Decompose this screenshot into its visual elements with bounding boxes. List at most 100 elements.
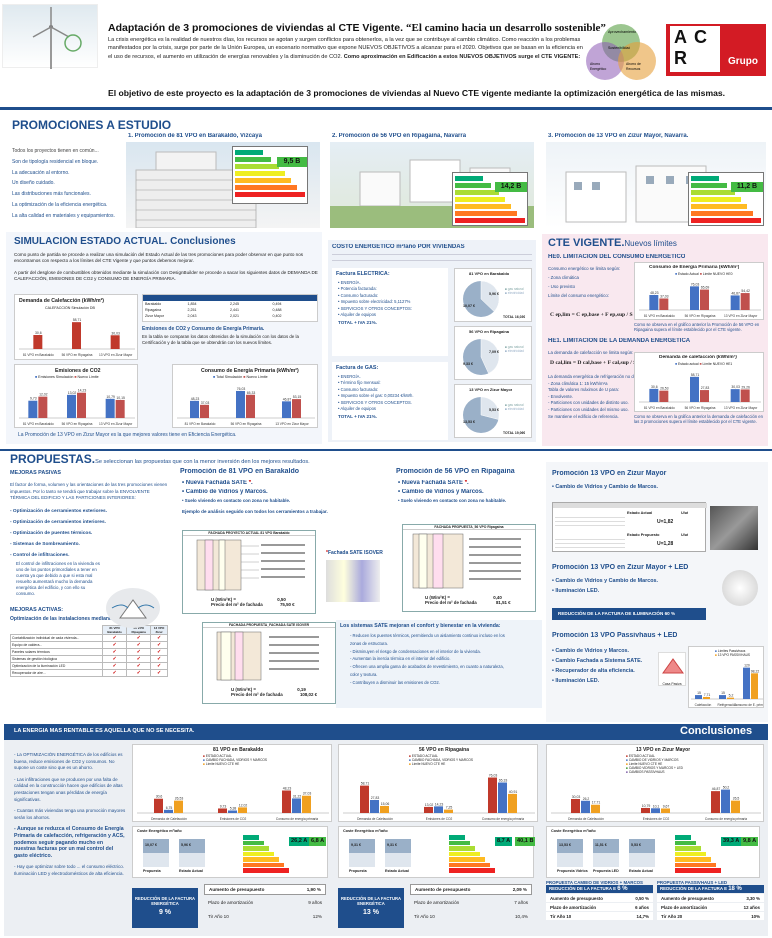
tick-label: Refrigeración xyxy=(718,703,737,707)
tick-label: 81 VPO en Barakaldo xyxy=(23,353,54,357)
infiltration-diagram xyxy=(106,588,160,628)
zizur1-title: Promoción 13 VPO en Zizur Mayor xyxy=(552,470,667,477)
cost-pie-card: 13 VPO en Zizur Mayor 5,53 € 13,53 € ■ gas … xyxy=(454,384,532,438)
chart-bar xyxy=(700,289,709,310)
window-image xyxy=(710,506,758,550)
data-label: 26,5 xyxy=(733,797,740,801)
list-item: • SERVICIOS Y OTROS CONCEPTOS: xyxy=(338,305,412,311)
summary-cell: Plazo de amortización xyxy=(661,904,708,910)
summary-box: REDUCCIÓN DE LA FACTURA ENERGÉTICA 9 % Aum… xyxy=(132,880,328,934)
data-label: 58,71 xyxy=(73,318,82,322)
pie-total: TOTAL 16,03€ xyxy=(503,315,526,319)
proposal-item: • Nueva Fachada SATE *. xyxy=(182,480,253,486)
chart-bar xyxy=(33,335,43,349)
chart-bar xyxy=(727,697,734,699)
chart-bar xyxy=(434,806,443,813)
logo-group: Grupo xyxy=(728,56,758,67)
venn-label: Aprovechamiento xyxy=(608,30,636,34)
check-icon: ✓ xyxy=(150,633,168,642)
chart-bar xyxy=(743,667,750,699)
data-label: 26,53 xyxy=(660,387,669,391)
chart-bar xyxy=(721,789,730,813)
cost-value: 9,31 € xyxy=(351,843,361,847)
table-cell: 2,251 xyxy=(187,308,197,312)
data-label: 15 xyxy=(697,691,701,695)
cost-value: 11,51 € xyxy=(595,843,607,847)
reduction-row: REDUCCIÓN DE LA FACTURA E 6 % xyxy=(546,885,653,893)
cost-label: Estado Actual xyxy=(179,869,203,873)
chart-bar xyxy=(282,790,291,813)
list-item: - Optimización de cerramientos exteriore… xyxy=(10,508,108,514)
data-label: 30,6 xyxy=(651,385,658,389)
summary-cell: 7 años xyxy=(514,900,528,905)
tick-label: 13 VPO en Zizur Mayor xyxy=(99,422,133,426)
data-label: 76,03 xyxy=(237,387,246,391)
table-cell: 1,854 xyxy=(187,302,197,306)
pie-title: 56 VPO en Ripagaina xyxy=(469,329,510,334)
table-cell: 2,043 xyxy=(187,314,197,318)
panel-title: 13 VPO en Zizur Mayor xyxy=(636,747,691,753)
table-cell: 2,245 xyxy=(230,302,239,306)
simulacion-text: Como punto de partida se procede a reali… xyxy=(14,252,304,263)
check-icon: ✓ xyxy=(101,668,128,677)
pasivas-text: El factor de forma, volumen y las orient… xyxy=(10,482,168,501)
price-value: 75,50 € xyxy=(279,602,295,607)
chart-bar xyxy=(238,807,247,813)
chart-legend: ■ Límites Passivhaus ■ 13 VPO PASSIVHAUS xyxy=(715,649,751,658)
table-state: Estado Propuesto xyxy=(627,533,660,537)
infiltra-text: El control de infiltraciones en la vivie… xyxy=(16,560,100,596)
table-cell: 0,494 xyxy=(272,302,282,306)
data-label: 13,02 xyxy=(68,391,77,395)
barakaldo-proposal: Promoción de 81 VPO en Barakaldo • Nueva… xyxy=(176,468,388,718)
propuestas-title: PROPUESTAS.Se seleccionan las propuestas… xyxy=(10,452,310,466)
list-item: - La OPTIMIZACIÓN ENERGÉTICA de los edif… xyxy=(14,752,123,771)
chart-bar xyxy=(292,798,301,813)
chart-legend: ■ ESTADO ACTUAL ■ CAMBIO FACHADA, VIDRIOS… xyxy=(203,754,267,766)
conclusiones-banner: LA ENERGÍA MÁS RENTABLE ES AQUELLA QUE N… xyxy=(4,724,768,740)
data-label: 120 xyxy=(744,664,750,668)
table-row: Paneles solares térmicos ✓ ✓ ✓ xyxy=(10,647,168,656)
header-intro: La crisis energética es la realidad de n… xyxy=(108,37,583,60)
chart-bar xyxy=(164,809,173,813)
list-item: Consumo energético se limita según: xyxy=(548,266,621,271)
data-label: 65,33 xyxy=(247,391,256,395)
table-cell: 2,021 xyxy=(230,314,239,318)
cost-value: 5,96 € xyxy=(181,843,191,847)
venn-label: Sostenibilidad xyxy=(608,46,631,50)
data-label: 53,15 xyxy=(293,395,302,399)
passivhaus-logo: Casa Pasiva xyxy=(658,652,686,686)
reduction-value: 13 % xyxy=(363,909,379,916)
objective: El objetivo de este proyecto es la adapt… xyxy=(108,88,726,98)
list-item: color y textura. xyxy=(350,671,378,677)
list-item: • Alquiler de equipos xyxy=(338,406,377,412)
cost-title: Coste Energético m²/año xyxy=(137,829,182,833)
summary-row: Aumento de presupuesto 1,90 % xyxy=(204,884,326,895)
summary-row: Aumento de presupuesto 3,30 % xyxy=(657,894,764,902)
legend-item: ■ electricidad xyxy=(505,407,524,412)
activas-sub: Optimización de las instalaciones median… xyxy=(10,615,116,622)
tick-label: Demanda de Calefacción xyxy=(357,817,393,821)
data-label: 5,2 xyxy=(729,694,734,698)
page-title: Adaptación de 3 promociones de viviendas… xyxy=(108,22,606,34)
chart-bar xyxy=(571,798,580,813)
list-item: • Impuesto sobre electricidad: 5,1127% xyxy=(338,299,411,305)
tick-label: 81 VPO en Barakaldo xyxy=(23,422,54,426)
chart-bar xyxy=(719,695,726,699)
check-icon: ✓ xyxy=(150,654,168,663)
data-label: 12,02 xyxy=(39,393,48,397)
u-value-row: U (W/m²K) = 0,19 xyxy=(231,687,306,692)
data-label: 13,02 xyxy=(425,803,434,807)
summary-cell: Plazo de amortización xyxy=(208,900,254,905)
table-row: Zizur Mayor 2,043 2,021 0,402 xyxy=(145,313,315,319)
check-icon: ✓ xyxy=(126,640,152,649)
header-quote: “El camino hacia un desarrollo sostenibl… xyxy=(405,22,606,34)
coste-title: COSTO ENERGÉTICO m²/año POR VIVIENDAS xyxy=(332,244,465,250)
check-icon: ✓ xyxy=(101,654,128,663)
legend-item: ■ electricidad xyxy=(505,349,524,354)
data-label: 98,22 xyxy=(751,669,760,673)
summary-cell: Aumento de presupuesto xyxy=(550,895,603,901)
list-item: - Control de infiltraciones. xyxy=(10,552,70,558)
list-item: • Iluminación LED. xyxy=(552,678,600,684)
summary-box: PROPUESTA PASSIVHAUS + LED REDUCCIÓN DE L… xyxy=(657,880,764,934)
